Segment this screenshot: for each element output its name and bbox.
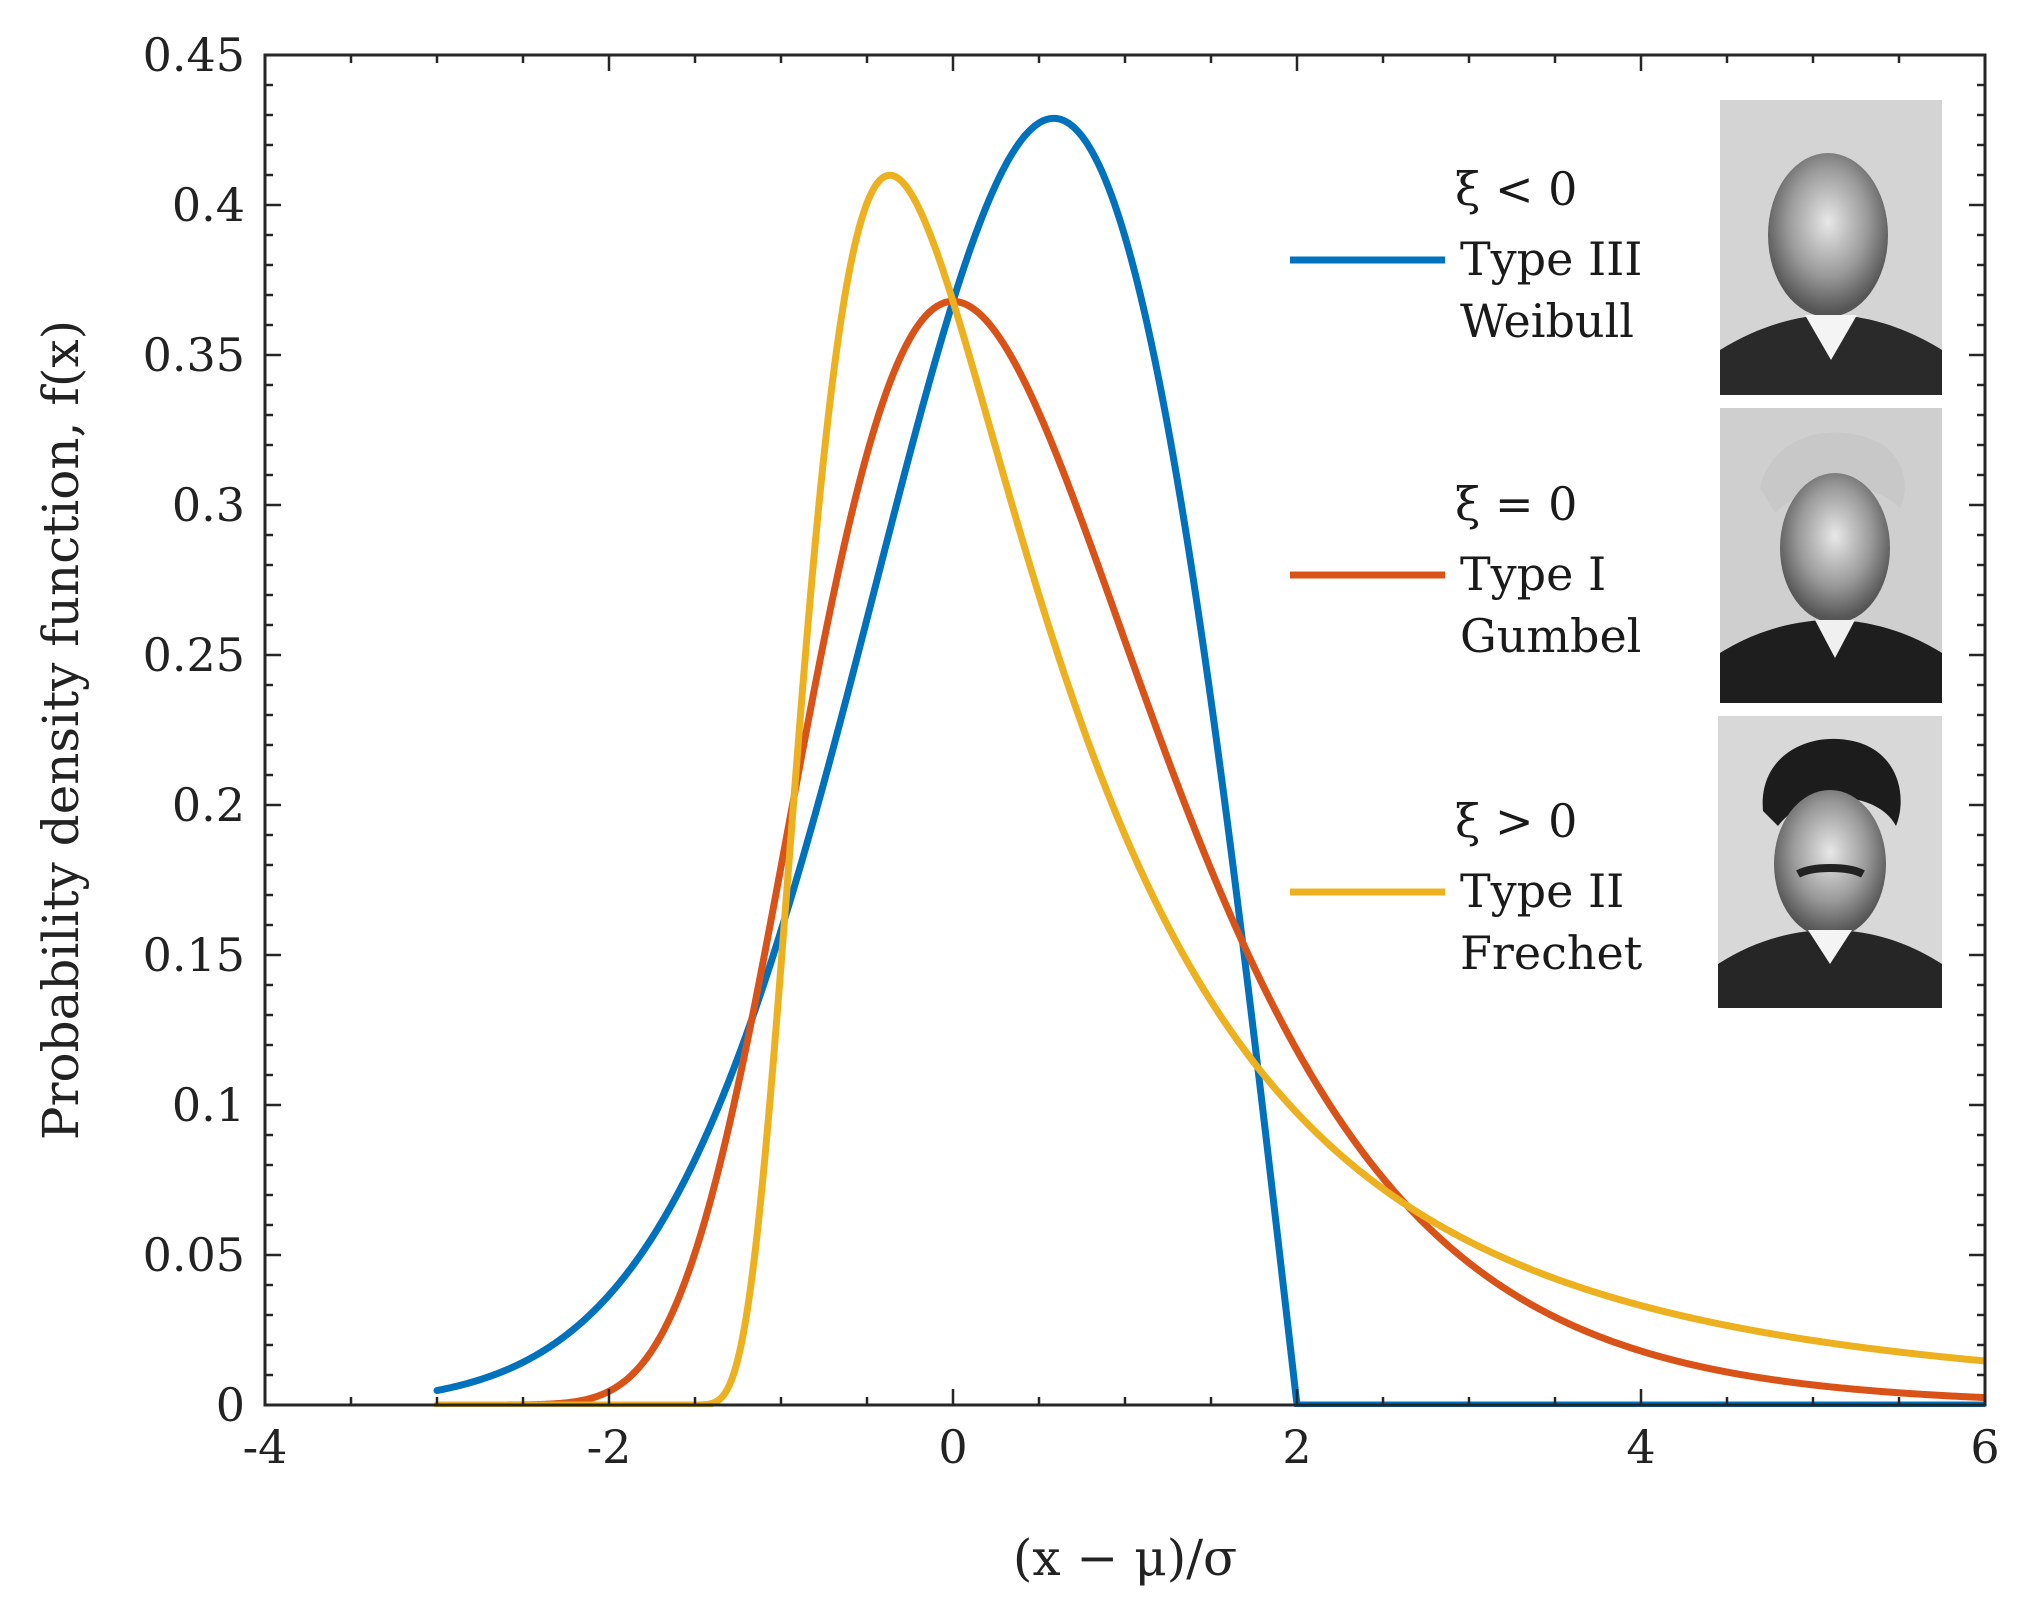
gumbel-portrait	[1720, 408, 1942, 703]
y-tick-label: 0.25	[143, 628, 245, 682]
frechet-portrait	[1718, 716, 1942, 1008]
x-tick-label: 4	[1626, 1420, 1655, 1474]
legend: ξ < 0 Type III Weibull ξ = 0 Type I Gumb…	[1290, 162, 1643, 980]
y-tick-label: 0.3	[172, 478, 245, 532]
legend-entry-gumbel: ξ = 0 Type I Gumbel	[1290, 477, 1641, 663]
x-tick-label: -2	[587, 1420, 632, 1474]
legend-type-gumbel: Type I	[1460, 547, 1606, 601]
y-tick-label: 0.35	[143, 328, 245, 382]
x-tick-label: 6	[1970, 1420, 1999, 1474]
legend-condition-weibull: ξ < 0	[1455, 162, 1577, 216]
legend-type-frechet: Type II	[1460, 864, 1624, 918]
legend-type-weibull: Type III	[1460, 232, 1642, 286]
legend-name-weibull: Weibull	[1460, 294, 1634, 348]
legend-name-gumbel: Gumbel	[1460, 609, 1641, 663]
series-line-gumbel	[433, 297, 1985, 1407]
y-axis: 0 0.05 0.1 0.15 0.2 0.25 0.3 0.35 0.4 0.45	[143, 28, 1985, 1432]
y-tick-label: 0	[216, 1378, 245, 1432]
y-tick-label: 0.1	[172, 1078, 245, 1132]
x-axis-title: (x − μ)/σ	[1013, 1529, 1237, 1587]
legend-entry-frechet: ξ > 0 Type II Frechet	[1290, 794, 1643, 980]
legend-entry-weibull: ξ < 0 Type III Weibull	[1290, 162, 1642, 348]
y-tick-label: 0.45	[143, 28, 245, 82]
x-tick-label: -4	[243, 1420, 288, 1474]
y-axis-title: Probability density function, f(x)	[32, 320, 90, 1140]
legend-name-frechet: Frechet	[1460, 926, 1643, 980]
x-tick-label: 0	[938, 1420, 967, 1474]
legend-condition-gumbel: ξ = 0	[1455, 477, 1577, 531]
y-tick-label: 0.15	[143, 928, 245, 982]
y-tick-label: 0.4	[172, 178, 245, 232]
weibull-portrait	[1720, 100, 1942, 395]
y-tick-label: 0.05	[143, 1228, 245, 1282]
x-tick-label: 2	[1282, 1420, 1311, 1474]
y-tick-label: 0.2	[172, 778, 245, 832]
x-axis: -4 -2 0 2 4 6	[243, 55, 2000, 1474]
legend-condition-frechet: ξ > 0	[1455, 794, 1577, 848]
